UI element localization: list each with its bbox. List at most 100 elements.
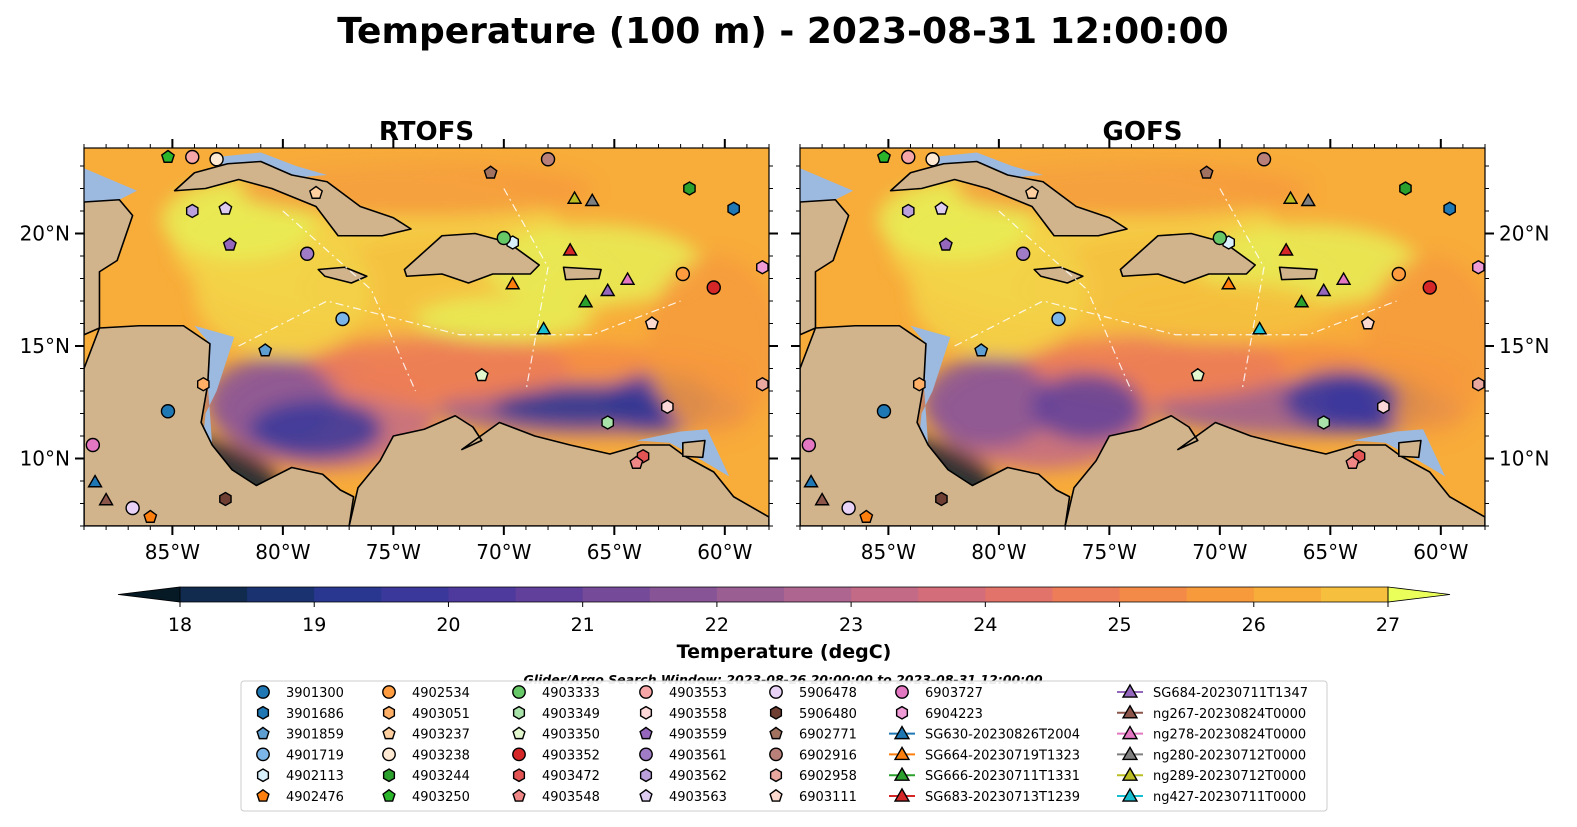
legend-entry-4903237: 4903237 xyxy=(382,726,470,743)
obs-marker-sg683-20230713t1239 xyxy=(562,242,578,256)
legend-label: 4903244 xyxy=(412,769,470,784)
colorbar-bin xyxy=(716,587,785,602)
temperature-patch xyxy=(1032,373,1143,441)
obs-marker-sg664-20230719t1323 xyxy=(1220,276,1237,290)
legend-marker-icon xyxy=(1121,683,1139,698)
continental-shelf xyxy=(194,325,235,445)
legend-marker-icon xyxy=(256,768,270,783)
legend-entry-ng267-20230824t0000: ng267-20230824T0000 xyxy=(1117,704,1306,722)
legend-entry-6903111: 6903111 xyxy=(769,788,857,805)
legend-entry-ng427-20230711t0000: ng427-20230711T0000 xyxy=(1117,787,1306,805)
obs-marker-4903558 xyxy=(661,399,674,415)
obs-marker-4903238 xyxy=(209,152,224,167)
obs-marker-ng267-20230824t0000 xyxy=(98,492,114,506)
legend-label: 6902916 xyxy=(799,748,857,763)
obs-marker-5906478 xyxy=(125,500,140,516)
legend-entry-4903238: 4903238 xyxy=(382,747,470,763)
colorbar-bin xyxy=(1119,587,1188,602)
legend-marker-icon xyxy=(382,726,396,740)
obs-marker-4902476 xyxy=(859,509,874,523)
legend-entry-6904223: 6904223 xyxy=(895,705,983,722)
colorbar-bin xyxy=(1253,587,1322,602)
colorbar-tick-label: 19 xyxy=(302,614,326,636)
land-central xyxy=(84,324,355,526)
obs-marker-sg630-20230826t2004 xyxy=(803,474,819,488)
legend-marker-icon xyxy=(512,705,526,720)
lon-tick-label: 75°W xyxy=(366,540,421,564)
obs-marker-4903349 xyxy=(601,415,615,430)
legend-entry-4903472: 4903472 xyxy=(512,768,600,784)
obs-marker-4903562 xyxy=(185,203,199,219)
lon-tick-label: 60°W xyxy=(697,540,752,564)
legend-label: 4902113 xyxy=(286,769,344,784)
legend-label: SG684-20230711T1347 xyxy=(1153,686,1308,701)
legend-label: SG683-20230713T1239 xyxy=(925,790,1080,805)
legend-label: 5906478 xyxy=(799,686,857,701)
continental-shelf xyxy=(636,429,730,477)
colorbar-tick-label: 23 xyxy=(839,614,863,636)
obs-marker-4903563 xyxy=(218,201,233,215)
legend-entry-ng289-20230712t0000: ng289-20230712T0000 xyxy=(1117,766,1306,784)
land-hispaniola xyxy=(1119,232,1256,284)
obs-marker-6902771 xyxy=(1199,165,1214,179)
legend-label: ng278-20230824T0000 xyxy=(1153,728,1306,743)
lon-tick-label: 80°W xyxy=(255,540,310,564)
legend-marker-icon xyxy=(893,745,911,761)
colorbar-tick-label: 21 xyxy=(571,614,595,636)
obs-marker-ng278-20230824t0000 xyxy=(619,271,636,285)
obs-marker-4903350 xyxy=(1190,367,1205,382)
legend-marker-icon xyxy=(1121,766,1139,781)
legend-entry-4903563: 4903563 xyxy=(639,788,727,805)
obs-marker-5906480 xyxy=(935,491,948,507)
continental-shelf xyxy=(910,325,951,445)
legend-marker-icon xyxy=(639,788,653,802)
legend-label: 4903558 xyxy=(669,707,727,722)
land-cuba xyxy=(173,160,412,237)
obs-marker-ng289-20230712t0000 xyxy=(1282,190,1299,204)
land-hispaniola xyxy=(403,232,540,284)
colorbar-tick-label: 20 xyxy=(436,614,460,636)
temperature-patch xyxy=(249,400,383,459)
obs-marker-6903727 xyxy=(85,437,101,453)
obs-marker-3901859 xyxy=(974,343,989,357)
obs-marker-4902534 xyxy=(675,266,691,282)
legend-entry-4903333: 4903333 xyxy=(512,685,600,701)
legend-box xyxy=(240,680,1328,812)
legend-marker-icon xyxy=(512,788,526,802)
obs-marker-6902916 xyxy=(1256,152,1272,167)
legend-marker-icon xyxy=(769,685,783,699)
legend-marker-icon xyxy=(893,766,911,781)
legend-entry-sg666-20230711t1331: SG666-20230711T1331 xyxy=(889,766,1080,784)
obs-marker-4901719 xyxy=(1051,311,1066,327)
legend-label: 4903237 xyxy=(412,728,470,743)
legend-label: 4902476 xyxy=(286,790,344,805)
legend-entry-4903244: 4903244 xyxy=(382,768,470,784)
colorbar-tick-label: 26 xyxy=(1242,614,1266,636)
temperature-patch xyxy=(492,388,670,425)
legend-label: 4903472 xyxy=(542,769,600,784)
legend-marker-icon xyxy=(512,747,526,762)
colorbar-bin xyxy=(515,587,584,602)
obs-marker-4903333 xyxy=(496,230,512,246)
colorbar-bin xyxy=(582,587,651,602)
legend-marker-icon xyxy=(382,747,396,762)
obs-marker-5906480 xyxy=(219,491,232,507)
legend-marker-icon xyxy=(769,705,783,720)
legend-entry-4903250: 4903250 xyxy=(382,788,470,805)
continental-shelf xyxy=(1352,429,1446,477)
legend-label: 5906480 xyxy=(799,707,857,722)
colorbar: 18 19 20 21 22 23 24 25 26 27 Temperature (degC) xyxy=(117,586,1451,663)
legend-entry-sg630-20230826t2004: SG630-20230826T2004 xyxy=(889,725,1080,743)
legend-entry-4903553: 4903553 xyxy=(639,685,727,701)
legend-entry-ng278-20230824t0000: ng278-20230824T0000 xyxy=(1117,725,1306,743)
lat-tick-label: 15°N xyxy=(20,334,70,358)
colorbar-tick-label: 18 xyxy=(168,614,192,636)
obs-marker-sg683-20230713t1239 xyxy=(1278,242,1294,256)
obs-marker-6902771 xyxy=(483,165,498,179)
legend-marker-icon xyxy=(512,685,526,699)
obs-marker-6902958 xyxy=(756,376,769,392)
legend-marker-icon xyxy=(1121,704,1139,719)
legend-label: 4903250 xyxy=(412,790,470,805)
colorbar-bin xyxy=(247,587,315,602)
obs-marker-4903559 xyxy=(222,237,237,251)
